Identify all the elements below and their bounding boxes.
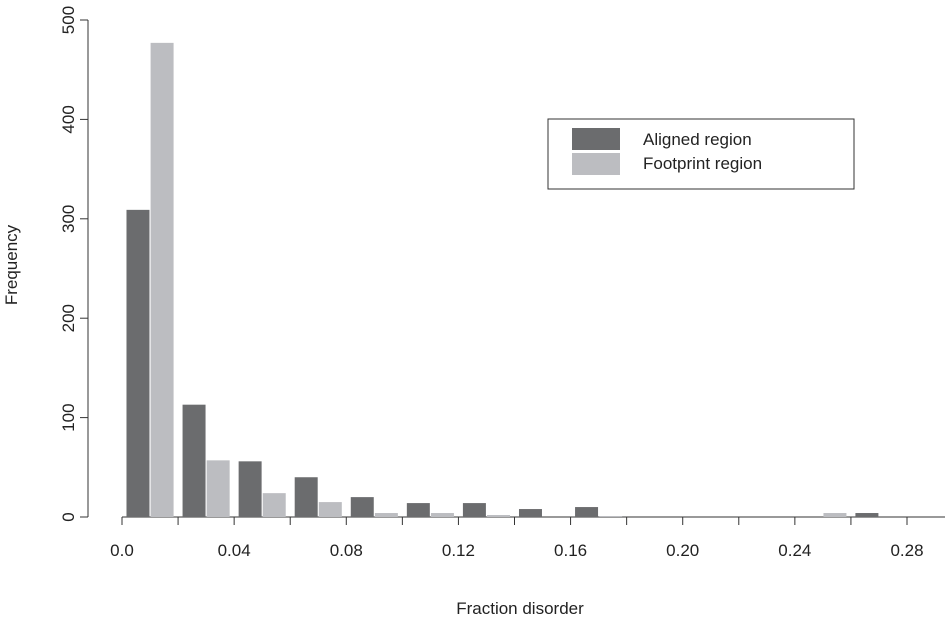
bar-aligned [182, 404, 206, 517]
legend-swatch-aligned [572, 128, 620, 150]
legend-label-aligned: Aligned region [643, 130, 752, 149]
x-axis-title: Fraction disorder [456, 599, 584, 618]
bar-footprint [487, 515, 511, 517]
legend: Aligned region Footprint region [547, 118, 855, 190]
bar-aligned [126, 209, 150, 517]
y-tick-label: 400 [59, 105, 78, 133]
bar-footprint [150, 42, 174, 517]
x-tick-label: 0.28 [890, 541, 923, 560]
x-tick-label: 0.24 [778, 541, 811, 560]
x-tick-label: 0.0 [110, 541, 134, 560]
bar-aligned [575, 507, 599, 517]
y-axis-title: Frequency [2, 224, 21, 305]
x-tick-label: 0.08 [330, 541, 363, 560]
bar-aligned [238, 461, 262, 517]
bar-aligned [294, 477, 318, 517]
legend-swatch-footprint [572, 153, 620, 175]
bar-footprint [262, 493, 286, 517]
bar-aligned [855, 513, 879, 517]
y-tick-label: 0 [59, 512, 78, 521]
bar-aligned [406, 503, 430, 517]
x-tick-label: 0.04 [218, 541, 251, 560]
bar-aligned [518, 509, 542, 517]
y-axis: 0 100 200 300 400 500 [59, 6, 89, 522]
bars [126, 42, 879, 517]
bar-footprint [430, 513, 454, 517]
bar-aligned [350, 497, 374, 517]
y-tick-label: 200 [59, 304, 78, 332]
bar-footprint [374, 513, 398, 517]
x-tick-label: 0.16 [554, 541, 587, 560]
x-axis: 0.0 0.04 0.08 0.12 0.16 0.20 0.24 0.28 [110, 516, 945, 560]
bar-footprint [206, 460, 230, 517]
y-tick-label: 500 [59, 6, 78, 34]
bar-footprint [318, 502, 342, 517]
y-tick-label: 300 [59, 205, 78, 233]
x-tick-label: 0.20 [666, 541, 699, 560]
bar-aligned [462, 503, 486, 517]
bar-footprint [599, 516, 623, 517]
x-tick-label: 0.12 [442, 541, 475, 560]
legend-label-footprint: Footprint region [643, 154, 762, 173]
y-tick-label: 100 [59, 403, 78, 431]
bar-footprint [823, 513, 847, 517]
